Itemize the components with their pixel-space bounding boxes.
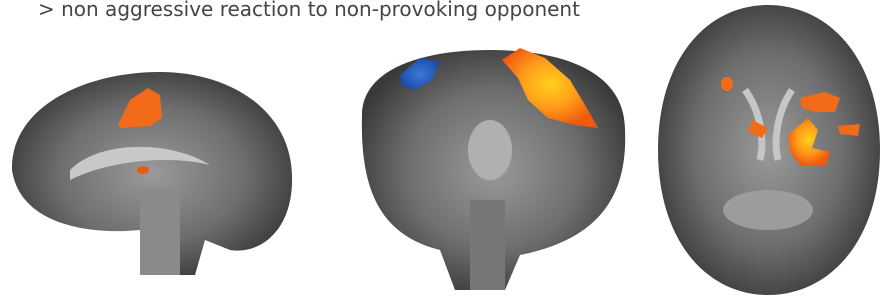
axial-slice <box>658 5 880 295</box>
page: > non aggressive reaction to non-provoki… <box>0 0 885 298</box>
coronal-slice <box>362 48 625 290</box>
brain-figure <box>0 0 885 298</box>
sagittal-slice <box>12 72 292 275</box>
